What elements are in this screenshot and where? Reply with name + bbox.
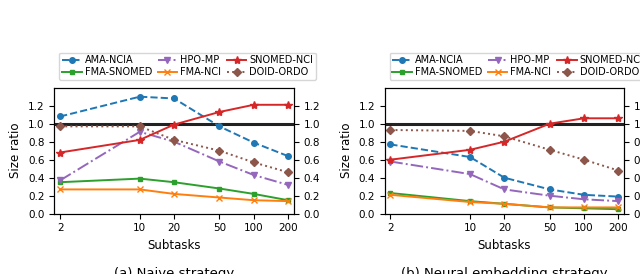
X-axis label: Subtasks: Subtasks [477,239,531,252]
AMA-NCIA [136,95,143,98]
HPO-MP [136,130,143,133]
FMA-NCI [546,206,554,209]
Line: FMA-NCI: FMA-NCI [387,191,622,211]
SNOMED-NCI [216,110,223,114]
FMA-SNOMED [546,206,554,209]
FMA-SNOMED [580,207,588,210]
FMA-SNOMED [216,187,223,190]
FMA-NCI [284,199,292,203]
FMA-NCI [250,199,257,202]
FMA-NCI [170,192,178,196]
DOID-ORDO [56,125,64,128]
DOID-ORDO [284,171,292,174]
DOID-ORDO [250,161,257,164]
AMA-NCIA [466,155,474,159]
AMA-NCIA [170,97,178,100]
Line: DOID-ORDO: DOID-ORDO [58,124,291,175]
DOID-ORDO [614,169,622,172]
FMA-NCI [136,188,143,191]
Y-axis label: Size ratio: Size ratio [340,123,353,178]
Line: FMA-SNOMED: FMA-SNOMED [58,176,290,202]
SNOMED-NCI [546,122,554,125]
DOID-ORDO [216,149,223,152]
AMA-NCIA [250,141,257,144]
DOID-ORDO [136,125,143,128]
Legend: AMA-NCIA, FMA-SNOMED, HPO-MP, FMA-NCI, SNOMED-NCI, DOID-ORDO: AMA-NCIA, FMA-SNOMED, HPO-MP, FMA-NCI, S… [60,53,316,80]
Line: FMA-SNOMED: FMA-SNOMED [388,191,620,211]
AMA-NCIA [216,125,223,128]
FMA-SNOMED [284,199,292,202]
HPO-MP [546,194,554,197]
AMA-NCIA [56,115,64,118]
SNOMED-NCI [56,151,64,154]
SNOMED-NCI [580,117,588,120]
HPO-MP [500,188,508,191]
Line: HPO-MP: HPO-MP [387,158,622,205]
Text: (a) Naive strategy: (a) Naive strategy [114,267,234,274]
AMA-NCIA [546,188,554,191]
HPO-MP [580,198,588,201]
DOID-ORDO [500,135,508,138]
DOID-ORDO [580,158,588,161]
SNOMED-NCI [136,138,143,142]
DOID-ORDO [387,128,394,132]
FMA-NCI [466,200,474,204]
SNOMED-NCI [466,148,474,152]
FMA-SNOMED [56,181,64,184]
Legend: AMA-NCIA, FMA-SNOMED, HPO-MP, FMA-NCI, SNOMED-NCI, DOID-ORDO: AMA-NCIA, FMA-SNOMED, HPO-MP, FMA-NCI, S… [390,53,640,80]
Text: (b) Neural embedding strategy: (b) Neural embedding strategy [401,267,607,274]
AMA-NCIA [284,155,292,158]
FMA-SNOMED [614,208,622,211]
Line: DOID-ORDO: DOID-ORDO [388,127,621,173]
X-axis label: Subtasks: Subtasks [147,239,201,252]
FMA-SNOMED [466,199,474,203]
SNOMED-NCI [170,123,178,126]
Line: AMA-NCIA: AMA-NCIA [388,142,621,199]
SNOMED-NCI [500,140,508,143]
Y-axis label: Size ratio: Size ratio [10,123,22,178]
AMA-NCIA [614,195,622,198]
AMA-NCIA [500,176,508,179]
HPO-MP [284,183,292,187]
Line: SNOMED-NCI: SNOMED-NCI [56,101,292,157]
SNOMED-NCI [284,103,292,106]
DOID-ORDO [170,138,178,142]
HPO-MP [387,160,394,163]
FMA-SNOMED [170,181,178,184]
DOID-ORDO [466,129,474,133]
FMA-SNOMED [500,202,508,206]
DOID-ORDO [546,148,554,152]
FMA-NCI [56,188,64,191]
FMA-NCI [216,196,223,199]
Line: SNOMED-NCI: SNOMED-NCI [386,114,623,164]
FMA-NCI [387,193,394,196]
Line: HPO-MP: HPO-MP [56,128,291,189]
FMA-NCI [614,206,622,209]
SNOMED-NCI [250,103,257,106]
HPO-MP [250,173,257,177]
FMA-SNOMED [387,191,394,195]
HPO-MP [216,160,223,163]
HPO-MP [614,199,622,203]
HPO-MP [56,179,64,182]
Line: AMA-NCIA: AMA-NCIA [58,94,291,159]
AMA-NCIA [387,143,394,146]
SNOMED-NCI [387,158,394,161]
FMA-NCI [500,202,508,206]
HPO-MP [466,172,474,176]
AMA-NCIA [580,193,588,196]
FMA-SNOMED [136,177,143,180]
FMA-SNOMED [250,192,257,196]
SNOMED-NCI [614,117,622,120]
Line: FMA-NCI: FMA-NCI [56,186,291,205]
HPO-MP [170,140,178,143]
FMA-NCI [580,206,588,209]
